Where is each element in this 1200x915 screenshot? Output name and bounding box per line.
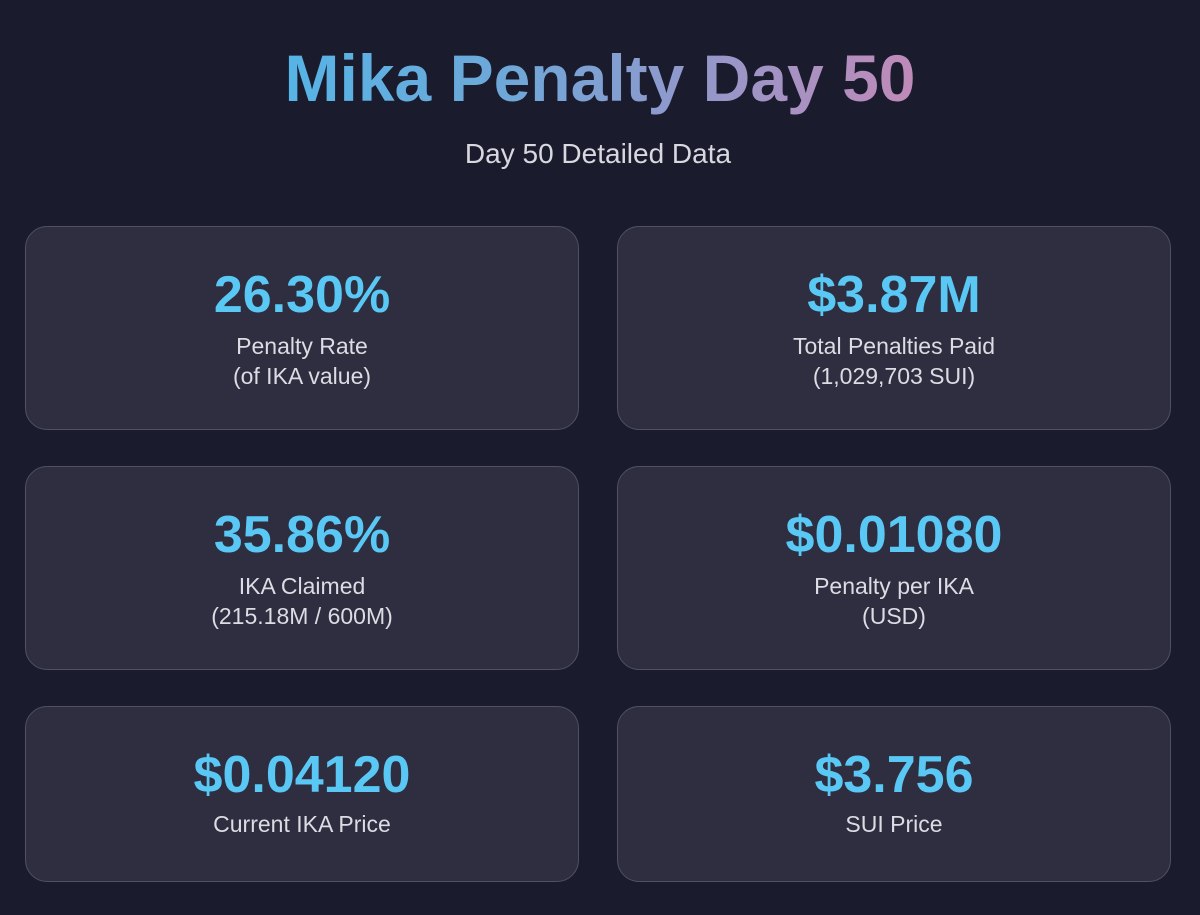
page-title: Mika Penalty Day 50	[0, 38, 1200, 118]
stat-card-ika-claimed: 35.86% IKA Claimed (215.18M / 600M)	[25, 466, 579, 670]
stat-sublabel: (215.18M / 600M)	[211, 603, 393, 629]
page-title-text: Mika Penalty Day 50	[284, 41, 916, 115]
stat-label: Penalty per IKA	[814, 573, 974, 599]
stat-value: $3.87M	[807, 266, 981, 324]
stat-label: Current IKA Price	[213, 811, 391, 837]
stat-value: $3.756	[814, 746, 974, 804]
stat-sublabel: (1,029,703 SUI)	[812, 363, 976, 389]
stat-card-penalty-per-ika: $0.01080 Penalty per IKA (USD)	[617, 466, 1171, 670]
stat-card-ika-price: $0.04120 Current IKA Price	[25, 706, 579, 882]
stat-card-penalty-rate: 26.30% Penalty Rate (of IKA value)	[25, 226, 579, 430]
stat-value: 35.86%	[213, 506, 391, 564]
stat-card-total-penalties: $3.87M Total Penalties Paid (1,029,703 S…	[617, 226, 1171, 430]
stat-value: $0.04120	[193, 746, 411, 804]
stat-label: SUI Price	[845, 811, 943, 837]
stat-label: Total Penalties Paid	[792, 333, 995, 359]
stat-card-sui-price: $3.756 SUI Price	[617, 706, 1171, 882]
page-subtitle: Day 50 Detailed Data	[464, 138, 732, 169]
stat-label: IKA Claimed	[238, 573, 366, 599]
stat-value: $0.01080	[785, 506, 1003, 564]
stat-label: Penalty Rate	[236, 333, 368, 359]
stat-value: 26.30%	[213, 266, 391, 324]
stat-sublabel: (USD)	[862, 603, 926, 629]
stat-sublabel: (of IKA value)	[232, 363, 372, 389]
